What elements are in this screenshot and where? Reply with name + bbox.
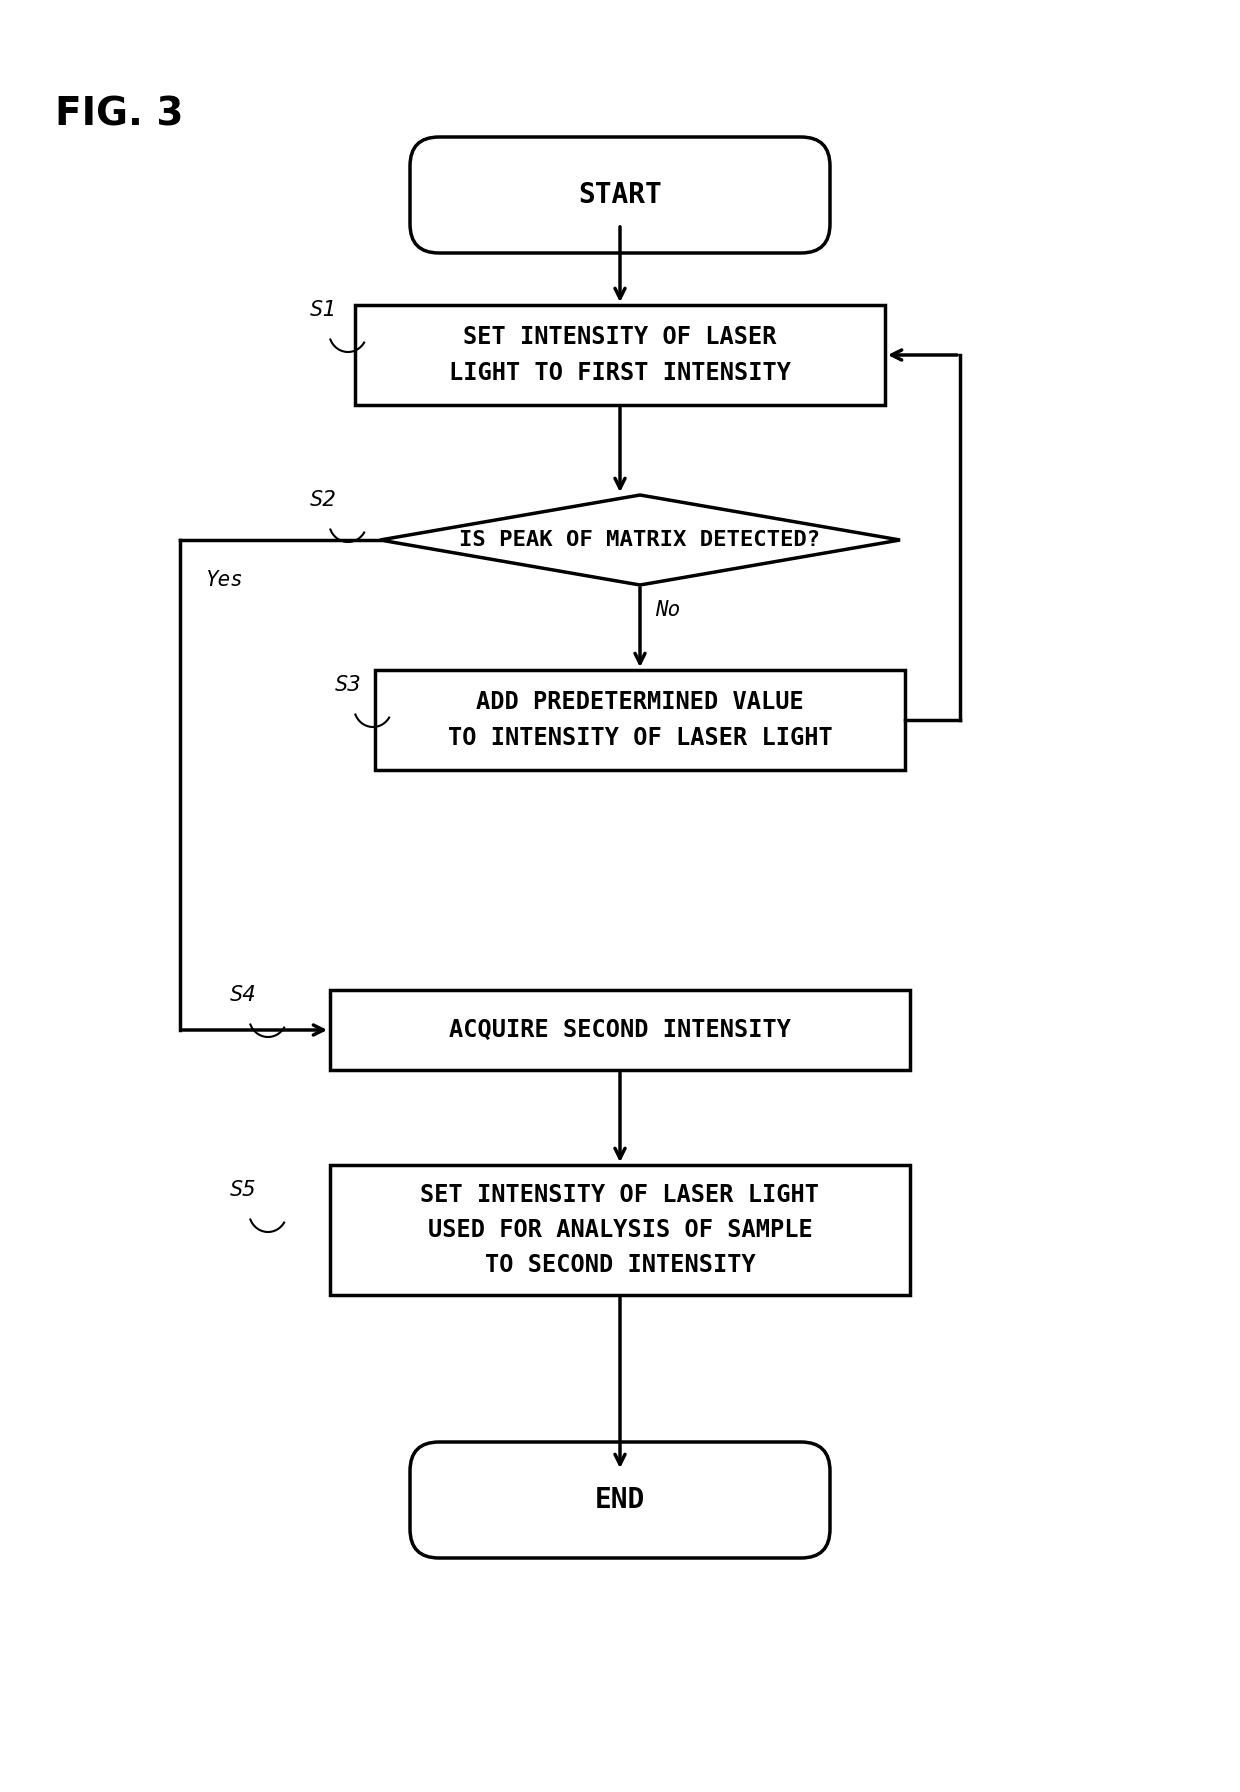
Text: No: No [655,600,681,620]
Text: Yes: Yes [205,570,243,590]
Text: IS PEAK OF MATRIX DETECTED?: IS PEAK OF MATRIX DETECTED? [460,530,821,550]
Bar [374,670,905,771]
Text: S2: S2 [310,489,337,511]
Bar [330,989,910,1070]
Text: ADD PREDETERMINED VALUE
TO INTENSITY OF LASER LIGHT: ADD PREDETERMINED VALUE TO INTENSITY OF … [448,690,832,749]
Bar [355,305,885,405]
FancyBboxPatch shape [410,136,830,253]
Text: SET INTENSITY OF LASER
LIGHT TO FIRST INTENSITY: SET INTENSITY OF LASER LIGHT TO FIRST IN… [449,326,791,385]
Text: ACQUIRE SECOND INTENSITY: ACQUIRE SECOND INTENSITY [449,1018,791,1041]
Text: S3: S3 [335,676,362,695]
Text: SET INTENSITY OF LASER LIGHT
USED FOR ANALYSIS OF SAMPLE
TO SECOND INTENSITY: SET INTENSITY OF LASER LIGHT USED FOR AN… [420,1183,820,1278]
Text: END: END [595,1486,645,1514]
Text: S4: S4 [229,986,257,1005]
Text: S1: S1 [310,299,337,321]
Bar [330,1165,910,1296]
Polygon shape [379,495,900,584]
Text: START: START [578,181,662,210]
FancyBboxPatch shape [410,1443,830,1557]
Text: FIG. 3: FIG. 3 [55,97,184,134]
Text: S5: S5 [229,1179,257,1201]
